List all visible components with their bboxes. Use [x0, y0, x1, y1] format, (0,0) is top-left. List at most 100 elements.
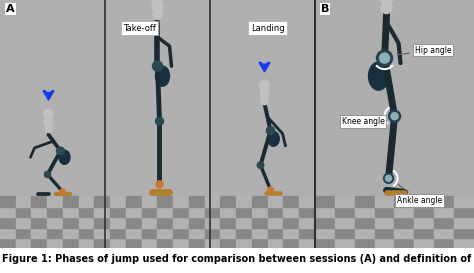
Bar [189, 238, 205, 248]
Bar [63, 238, 79, 248]
Circle shape [156, 181, 163, 188]
Bar [16, 217, 31, 228]
Bar [94, 238, 110, 248]
Bar [268, 207, 283, 217]
Bar [335, 228, 355, 238]
Bar [434, 217, 454, 228]
Bar [268, 196, 283, 207]
Bar [220, 228, 236, 238]
Bar [157, 228, 173, 238]
Text: Hip angle: Hip angle [397, 46, 451, 55]
Text: B: B [321, 4, 329, 14]
Bar [94, 228, 110, 238]
Bar [252, 207, 268, 217]
Bar [434, 207, 454, 217]
Bar [47, 207, 63, 217]
Bar [47, 228, 63, 238]
Circle shape [380, 53, 390, 63]
Bar [0, 217, 16, 228]
Bar [283, 217, 299, 228]
Circle shape [389, 110, 401, 122]
Bar [63, 228, 79, 238]
Bar [236, 207, 252, 217]
Bar [189, 217, 205, 228]
Bar [335, 238, 355, 248]
Bar [142, 238, 157, 248]
Bar [236, 228, 252, 238]
Bar [94, 196, 110, 207]
Circle shape [153, 10, 162, 19]
Bar [394, 207, 414, 217]
Circle shape [385, 175, 392, 181]
Bar [252, 238, 268, 248]
Bar [173, 207, 189, 217]
Bar [157, 238, 173, 248]
Bar [394, 238, 414, 248]
Bar [63, 217, 79, 228]
Bar [16, 238, 31, 248]
Bar [142, 217, 157, 228]
Bar [374, 228, 394, 238]
Bar [335, 196, 355, 207]
Bar [31, 196, 47, 207]
Bar [79, 228, 94, 238]
Bar [63, 207, 79, 217]
Bar [0, 196, 16, 207]
Circle shape [261, 97, 268, 105]
Circle shape [376, 50, 392, 66]
Bar [454, 238, 474, 248]
Bar [283, 238, 299, 248]
Bar [126, 238, 142, 248]
Bar [173, 228, 189, 238]
Bar [374, 207, 394, 217]
Text: A: A [6, 4, 15, 14]
Bar [374, 217, 394, 228]
Bar [31, 228, 47, 238]
Bar [394, 217, 414, 228]
Bar [0, 228, 16, 238]
Circle shape [381, 2, 392, 14]
Bar [236, 238, 252, 248]
Bar [31, 238, 47, 248]
Bar [189, 196, 205, 207]
Circle shape [151, 0, 164, 2]
Circle shape [260, 89, 269, 98]
Circle shape [44, 118, 53, 127]
Bar [414, 196, 434, 207]
Bar [236, 196, 252, 207]
Bar [0, 0, 315, 196]
Bar [79, 238, 94, 248]
Bar [220, 207, 236, 217]
Bar [454, 217, 474, 228]
Bar [173, 238, 189, 248]
Circle shape [44, 109, 54, 119]
Bar [454, 196, 474, 207]
Bar [236, 217, 252, 228]
Bar [94, 217, 110, 228]
Bar [31, 217, 47, 228]
Bar [220, 238, 236, 248]
Bar [79, 217, 94, 228]
Bar [299, 217, 315, 228]
FancyArrow shape [259, 63, 270, 72]
Bar [355, 196, 374, 207]
Bar [283, 228, 299, 238]
Bar [283, 196, 299, 207]
Circle shape [153, 61, 163, 71]
Bar [205, 217, 220, 228]
Bar [0, 207, 16, 217]
Bar [110, 238, 126, 248]
Bar [126, 228, 142, 238]
Bar [315, 238, 335, 248]
Bar [126, 217, 142, 228]
Bar [268, 217, 283, 228]
Bar [454, 228, 474, 238]
Bar [220, 196, 236, 207]
Bar [454, 207, 474, 217]
Text: Knee angle: Knee angle [342, 117, 384, 126]
Bar [335, 207, 355, 217]
Bar [189, 228, 205, 238]
Circle shape [380, 0, 393, 5]
Text: Landing: Landing [251, 23, 284, 32]
Bar [47, 196, 63, 207]
